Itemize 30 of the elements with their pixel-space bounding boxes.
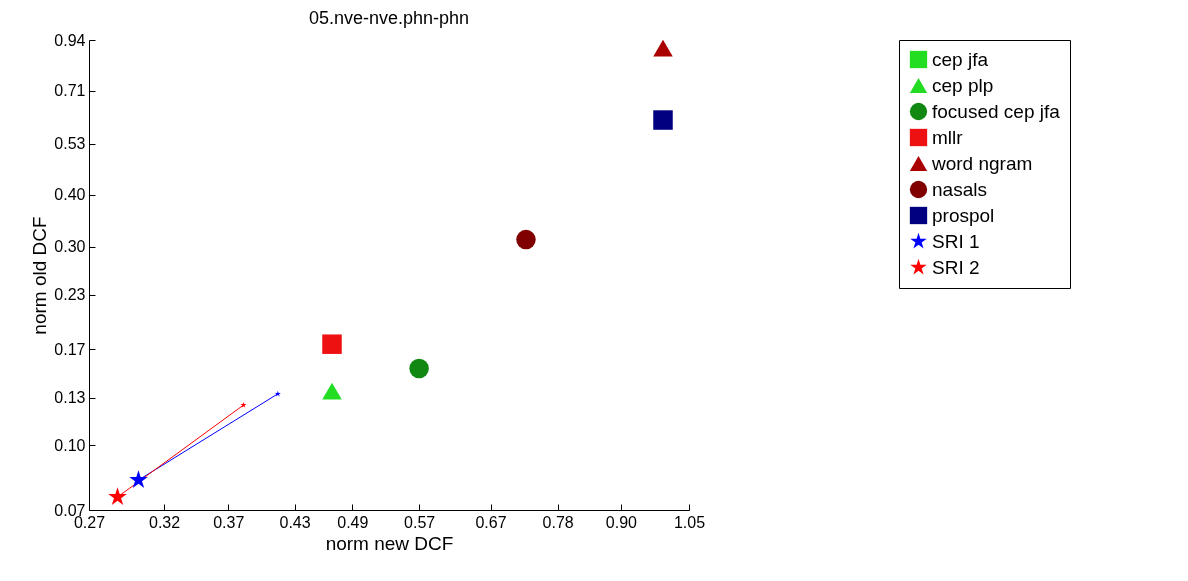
y-tick-label: 0.40	[54, 186, 86, 204]
y-tick-label: 0.53	[54, 135, 86, 153]
legend-label: prospol	[932, 204, 995, 226]
x-tick-label: 0.67	[475, 513, 507, 531]
legend-label: cep jfa	[932, 48, 989, 70]
y-tick-label: 0.71	[54, 82, 86, 100]
x-tick-label: 0.78	[542, 513, 574, 531]
x-tick-label: 0.43	[279, 513, 311, 531]
x-tick-label: 0.37	[213, 513, 245, 531]
y-tick-label: 0.23	[54, 286, 86, 304]
legend-label: mllr	[932, 126, 964, 148]
legend-label: nasals	[932, 178, 987, 200]
y-tick-label: 0.10	[54, 436, 86, 454]
x-tick-label: 0.49	[337, 513, 369, 531]
x-tick-label: 1.05	[673, 513, 706, 531]
x-tick-label: 0.57	[404, 513, 436, 531]
y-axis-title: norm old DCF	[29, 216, 51, 335]
legend-label: SRI 2	[932, 256, 980, 278]
legend-label: word ngram	[931, 152, 1033, 174]
y-tick-label: 0.13	[54, 389, 86, 407]
x-tick-label: 0.90	[605, 513, 638, 531]
x-tick-label: 0.32	[148, 513, 181, 531]
legend-label: SRI 1	[932, 230, 980, 252]
y-tick-label: 0.30	[54, 238, 86, 256]
legend-label: focused cep jfa	[932, 100, 1061, 122]
y-tick-label: 0.94	[54, 31, 86, 49]
x-axis-title: norm new DCF	[325, 532, 454, 554]
y-tick-label: 0.17	[54, 340, 86, 358]
chart-title: 05.nve-nve.phn-phn	[308, 8, 470, 28]
legend-label: cep plp	[932, 74, 994, 96]
